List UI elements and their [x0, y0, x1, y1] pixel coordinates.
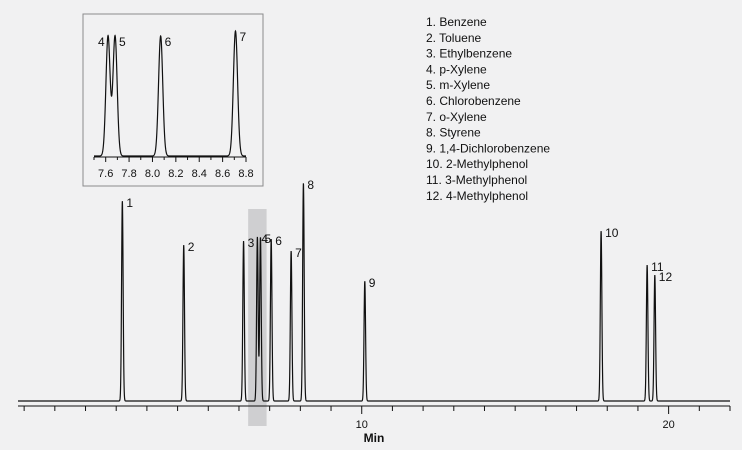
peak-label: 9	[369, 276, 376, 290]
inset-tick-label: 8.6	[215, 168, 230, 180]
inset-tick-label: 7.6	[98, 168, 113, 180]
legend-item: 4. p-Xylene	[426, 62, 487, 76]
peak-label: 10	[605, 226, 619, 240]
x-tick-label: 10	[356, 419, 368, 431]
inset-tick-label: 8.8	[238, 168, 253, 180]
inset-tick-label: 8.4	[192, 168, 207, 180]
legend-item: 1. Benzene	[426, 15, 487, 29]
peak-label: 4	[261, 232, 268, 246]
legend-item: 2. Toluene	[426, 31, 481, 45]
peak-label: 8	[307, 178, 314, 192]
legend-item: 8. Styrene	[426, 126, 481, 140]
peak-label: 6	[275, 234, 282, 248]
inset-tick-label: 7.8	[121, 168, 136, 180]
inset-tick-label: 8.0	[145, 168, 160, 180]
inset-peak-label: 6	[165, 35, 172, 49]
peak-label: 5	[264, 232, 271, 246]
legend-item: 12. 4-Methylphenol	[426, 189, 528, 203]
peak-label: 12	[659, 270, 673, 284]
inset-trace	[94, 29, 246, 157]
legend-item: 11. 3-Methylphenol	[426, 173, 527, 187]
legend-item: 9. 1,4-Dichlorobenzene	[426, 141, 550, 155]
legend-item: 7. o-Xylene	[426, 110, 487, 124]
legend-item: 5. m-Xylene	[426, 78, 490, 92]
legend-item: 6. Chlorobenzene	[426, 94, 521, 108]
inset-peak-label: 7	[239, 30, 246, 44]
peak-label: 2	[188, 240, 195, 254]
inset-peak-label: 5	[119, 35, 126, 49]
chromatogram-trace	[18, 183, 730, 402]
inset-peak-label: 4	[98, 35, 105, 49]
peak-label: 11	[651, 260, 664, 274]
inset-tick-label: 8.2	[168, 168, 183, 180]
x-tick-label: 20	[662, 419, 674, 431]
legend-item: 10. 2-Methylphenol	[426, 157, 528, 171]
peak-label: 7	[295, 246, 302, 260]
x-axis-title: Min	[364, 431, 385, 445]
peak-label: 1	[126, 196, 133, 210]
legend-item: 3. Ethylbenzene	[426, 47, 512, 61]
peak-label: 3	[248, 236, 255, 250]
